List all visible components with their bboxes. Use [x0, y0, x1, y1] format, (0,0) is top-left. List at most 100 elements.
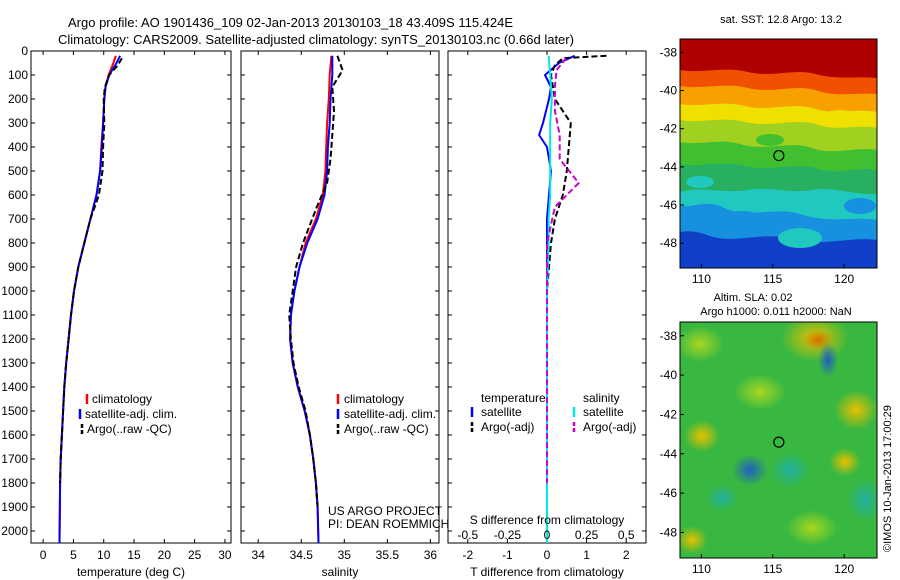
legend-text-satellite: satellite-adj. clim.: [85, 407, 177, 421]
sst-eddy-3: [844, 198, 876, 214]
temperature-panel: 0 5 10 15 20 25 300100200300400500600700800900…: [1, 44, 232, 579]
sal-diff-tick-label-4: 0.5: [618, 528, 635, 542]
sst-map-panel: sat. SST: 12.8 Argo: 13.2 110 115 120 -38 -4…: [660, 14, 878, 286]
sla_map-xtick-label-2: 120: [834, 562, 854, 576]
sla-map-frame: [679, 321, 878, 559]
series-temp-argo-raw-qc-: [59, 57, 123, 484]
ytick-label-1: 100: [8, 68, 28, 82]
xtick-label-temp-6: 30: [218, 548, 232, 562]
ytick-label-12: 1200: [1, 332, 28, 346]
xtick-label-temp-2: 10: [97, 548, 111, 562]
ytick-label-15: 1500: [1, 404, 28, 418]
difference-xlabel: T difference from climatology: [470, 565, 624, 579]
sst_map-ytick-label-5: -48: [660, 236, 678, 250]
credit-pi: PI: DEAN ROEMMICH: [328, 517, 449, 531]
diff-legend-salinity-title: salinity: [583, 391, 620, 405]
credit-project: US ARGO PROJECT: [328, 504, 443, 518]
ytick-label-19: 1900: [1, 500, 28, 514]
sst_map-ytick-label-4: -46: [660, 198, 678, 212]
sst_map-xtick-label-1: 115: [763, 272, 782, 286]
sla-blob-4: [734, 374, 786, 410]
difference-legend: temperature satellite Argo(-adj) salinit…: [470, 391, 636, 434]
sst-eddy-6: [824, 110, 856, 122]
sla-map-panel: Altim. SLA: 0.02 Argo h1000: 0.011 h2000…: [660, 292, 878, 576]
xtick-label-diff-4: 2: [623, 548, 630, 562]
legend-text-argo: Argo(..raw -QC): [87, 422, 172, 436]
temperature-lines: [58, 55, 123, 544]
sla-profile-marker: [773, 436, 785, 448]
sla-blob-12: [847, 478, 877, 522]
salinity-diff-ticks: -0.5 -0.25 0 0.25 0.5: [457, 528, 634, 542]
ytick-label-11: 1100: [2, 308, 28, 322]
diff-legend-text-sal-satellite: satellite: [583, 405, 624, 419]
sst-eddy-5: [756, 134, 784, 146]
ytick-label-20: 2000: [1, 524, 28, 538]
sla-blob-9: [770, 452, 810, 488]
xtick-label-temp-1: 5: [70, 548, 77, 562]
sla_map-xtick-label-0: 110: [692, 562, 711, 576]
sal-diff-tick-label-3: 0.25: [575, 528, 599, 542]
ytick-label-17: 1700: [1, 452, 28, 466]
sla_map-ytick-label-2: -42: [660, 407, 678, 421]
difference-xlabel-top: S difference from climatology: [470, 513, 625, 527]
xtick-label-sal-1: 34.5: [290, 548, 314, 562]
sst-map-ticks: 110 115 120 -38 -40 -42 -44 -46 -48: [660, 45, 855, 286]
xtick-label-sal-2: 35: [338, 548, 352, 562]
ytick-label-8: 800: [8, 236, 28, 250]
sla-map-title1: Altim. SLA: 0.02: [714, 292, 793, 304]
difference-lines: [538, 54, 607, 543]
xtick-label-sal-3: 35.5: [376, 548, 400, 562]
sla_map-ytick-label-4: -46: [660, 486, 678, 500]
sla-blob-13: [829, 448, 861, 476]
sst-map-title: sat. SST: 12.8 Argo: 13.2: [720, 14, 842, 26]
sla_map-ytick-label-5: -48: [660, 525, 678, 539]
difference-ticks: -2 -1 0 1 2: [448, 50, 646, 562]
sla-blob-11: [786, 510, 838, 546]
xtick-label-temp-3: 15: [127, 548, 141, 562]
ytick-label-2: 200: [8, 92, 28, 106]
sst_map-ytick-label-3: -44: [660, 160, 678, 174]
sla_map-xtick-label-1: 115: [763, 562, 782, 576]
sla_map-ytick-label-1: -40: [660, 368, 678, 382]
diff-legend-text-temp-argo: Argo(-adj): [481, 420, 534, 434]
sal-legend-text-climatology: climatology: [344, 392, 404, 406]
xtick-label-diff-1: -1: [502, 548, 513, 562]
series-diff-salinity-argo-adj-: [546, 57, 580, 483]
salinity-xlabel: salinity: [322, 565, 359, 579]
series-sal-argo-raw-qc-: [288, 55, 344, 508]
sal-diff-tick-label-0: -0.5: [457, 528, 478, 542]
sst-eddy-4: [686, 176, 714, 188]
sal-legend-text-argo: Argo(..raw -QC): [344, 422, 429, 436]
sal-legend-text-satellite: satellite-adj. clim.: [344, 407, 436, 421]
diff-legend-text-temp-satellite: satellite: [481, 405, 522, 419]
ytick-label-10: 1000: [1, 284, 28, 298]
xtick-label-temp-5: 25: [188, 548, 202, 562]
sla-map-ticks: 110 115 120 -38 -40 -42 -44 -46 -48: [660, 329, 855, 576]
temperature-ticks: 0 5 10 15 20 25 300100200300400500600700800900…: [1, 44, 232, 562]
ytick-label-13: 1300: [1, 356, 28, 370]
sla-map-title2: Argo h1000: 0.011 h2000: NaN: [700, 306, 852, 318]
xtick-label-sal-0: 34: [252, 548, 266, 562]
temperature-legend: climatology satellite-adj. clim. Argo(..…: [78, 392, 177, 436]
sst_map-xtick-label-2: 120: [834, 272, 854, 286]
ytick-label-0: 0: [21, 44, 28, 58]
sst_map-xtick-label-0: 110: [692, 272, 711, 286]
salinity-lines: [288, 55, 344, 544]
ytick-label-6: 600: [8, 188, 28, 202]
ytick-label-7: 700: [8, 212, 28, 226]
sal-diff-tick-label-1: -0.25: [494, 528, 522, 542]
diff-legend-text-sal-argo: Argo(-adj): [583, 420, 636, 434]
sal-diff-tick-label-2: 0: [544, 528, 551, 542]
sst_map-ytick-label-2: -42: [660, 122, 678, 136]
difference-panel: -2 -1 0 1 2 T difference from climatology S …: [447, 50, 647, 579]
salinity-panel: 34 34.5 35 35.5 36 salinity climatology sate…: [240, 50, 449, 579]
ytick-label-18: 1800: [1, 476, 28, 490]
sst-eddy-2: [724, 211, 760, 225]
sst_map-ytick-label-1: -40: [660, 84, 678, 98]
xtick-label-sal-4: 36: [424, 548, 438, 562]
temperature-axes: [30, 50, 232, 544]
temperature-xlabel: temperature (deg C): [77, 565, 185, 579]
ytick-label-3: 300: [8, 116, 28, 130]
sst-map-frame: [679, 38, 878, 269]
